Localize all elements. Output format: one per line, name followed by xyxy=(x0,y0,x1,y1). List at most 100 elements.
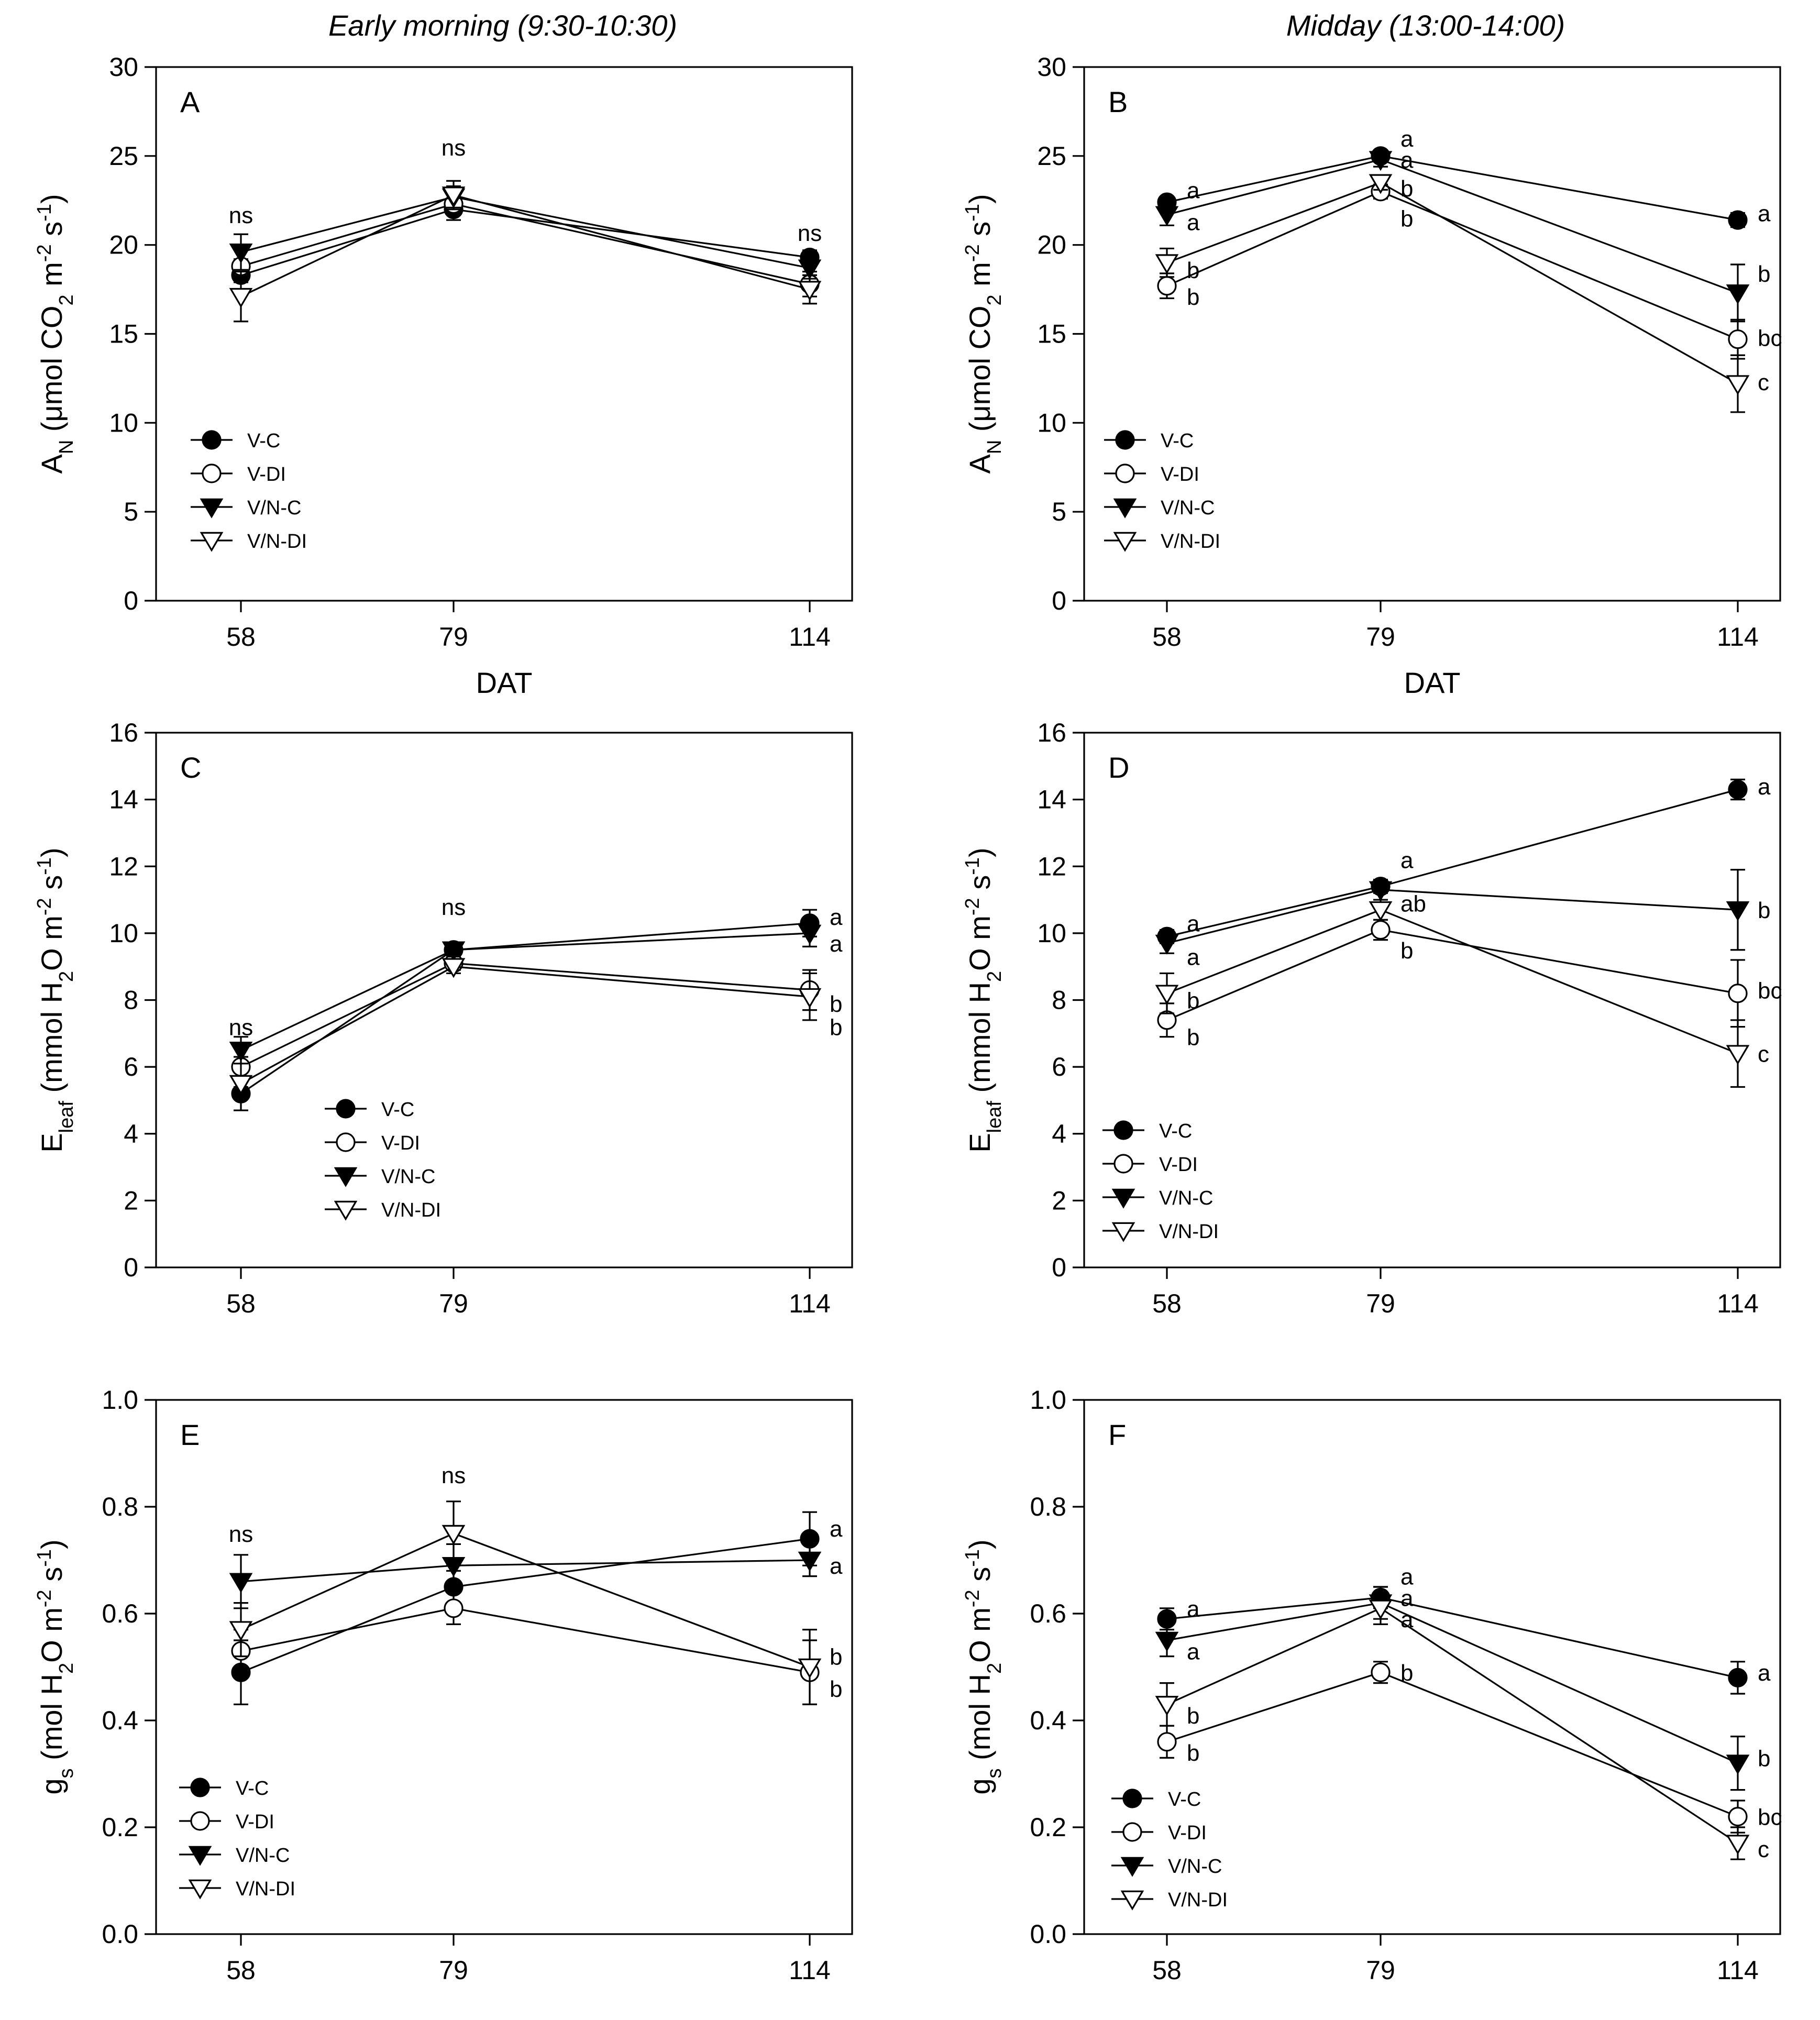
x-tick-label: 114 xyxy=(789,622,831,652)
series-v-n-di xyxy=(1155,174,1750,413)
y-tick-label: 30 xyxy=(109,52,138,82)
x-axis-label: DAT xyxy=(1404,666,1461,699)
series-v-n-di xyxy=(229,1500,822,1705)
series-line xyxy=(1166,1671,1738,1818)
x-tick-label: 79 xyxy=(1366,1956,1395,1985)
significance-label: a xyxy=(1400,1564,1414,1590)
legend-marker xyxy=(202,463,222,483)
data-point xyxy=(229,1075,253,1095)
significance-label: a xyxy=(830,1553,843,1579)
series-v-n-c xyxy=(1155,1586,1750,1791)
y-axis-label: gs (mol H2O m-2 s-1) xyxy=(34,1539,78,1794)
legend-label: V-DI xyxy=(1159,1154,1198,1176)
data-point xyxy=(442,941,466,962)
significance-label: b xyxy=(830,1676,842,1702)
data-point xyxy=(798,1658,822,1679)
legend-label: V-C xyxy=(236,1778,269,1800)
series-v-c xyxy=(231,909,820,1111)
series-v-n-di xyxy=(1155,1591,1750,1860)
legend-label: V/N-DI xyxy=(236,1878,295,1900)
data-point xyxy=(442,958,466,978)
panel-letter: A xyxy=(180,85,200,118)
legend-marker xyxy=(200,532,224,552)
panel-letter: D xyxy=(1108,751,1129,784)
series-v-n-di xyxy=(229,958,822,1111)
legend-marker xyxy=(336,1132,356,1152)
significance-label: b xyxy=(1187,258,1199,283)
significance-label: a xyxy=(1400,1585,1414,1611)
panel-d: 0 2 4 6 8 10 12 14 16 58 79 114 Eleaf (mmol H2O m-2 … xyxy=(962,718,1782,1318)
series-line xyxy=(240,1607,810,1673)
series-line xyxy=(1166,1602,1738,1764)
data-point xyxy=(1728,329,1748,349)
data-point xyxy=(798,259,822,280)
x-tick-label: 58 xyxy=(226,622,256,652)
significance-label: b xyxy=(1758,898,1770,923)
significance-label: a xyxy=(1758,774,1771,800)
data-point xyxy=(1726,375,1750,395)
y-tick-label: 12 xyxy=(109,852,138,881)
x-tick-label: 114 xyxy=(1717,1956,1759,1985)
data-point xyxy=(444,1598,464,1618)
y-tick-label: 30 xyxy=(1037,52,1066,82)
data-point xyxy=(1369,174,1393,194)
legend: V-C V-DI V/N-C V/N-DI xyxy=(1102,1120,1219,1243)
significance-label: c xyxy=(1758,1837,1769,1862)
y-tick-label: 14 xyxy=(109,785,138,814)
column-title-midday: Midday (13:00-14:00) xyxy=(1286,9,1565,42)
legend-label: V/N-DI xyxy=(1168,1889,1228,1911)
y-tick-label: 5 xyxy=(124,497,138,526)
y-tick-label: 8 xyxy=(124,986,138,1015)
significance-label: b xyxy=(830,1644,842,1670)
series-line xyxy=(1166,155,1738,221)
data-point xyxy=(1155,1631,1179,1652)
y-tick-label: 2 xyxy=(1052,1186,1066,1215)
x-tick-label: 79 xyxy=(439,622,468,652)
plot-frame xyxy=(155,1399,853,1935)
legend-marker xyxy=(1111,1222,1135,1242)
legend-label: V-C xyxy=(1161,430,1194,452)
data-point xyxy=(442,186,466,207)
data-point xyxy=(1369,901,1393,921)
series-v-c xyxy=(231,1511,820,1705)
significance-label: ns xyxy=(229,1015,253,1041)
data-point xyxy=(442,1525,466,1545)
series-line xyxy=(240,922,810,1095)
series-v-di xyxy=(231,953,820,1088)
legend-marker xyxy=(200,498,224,518)
legend-label: V/N-C xyxy=(236,1845,290,1867)
legend-marker xyxy=(188,1879,212,1900)
significance-label: a xyxy=(1758,1660,1771,1686)
series-line xyxy=(240,962,810,1068)
x-tick-label: 114 xyxy=(789,1289,831,1318)
series-line xyxy=(1166,158,1738,294)
significance-label: a xyxy=(830,1516,843,1542)
significance-label: b xyxy=(1187,1703,1199,1729)
significance-label: a xyxy=(830,931,843,957)
legend: V-C V-DI V/N-C V/N-DI xyxy=(1104,430,1220,553)
data-point xyxy=(1371,920,1391,940)
data-point xyxy=(798,281,822,301)
legend: V-C V-DI V/N-C V/N-DI xyxy=(179,1778,295,1900)
data-point xyxy=(1157,1732,1177,1752)
y-tick-label: 16 xyxy=(109,718,138,747)
data-point xyxy=(798,988,822,1008)
legend-marker xyxy=(334,1200,358,1221)
data-point xyxy=(798,1551,822,1572)
series-line xyxy=(1166,909,1738,1055)
y-tick-label: 25 xyxy=(1037,141,1066,171)
data-point xyxy=(1155,1696,1179,1716)
series-v-n-c xyxy=(229,1543,822,1609)
x-tick-label: 58 xyxy=(1152,622,1182,652)
y-tick-label: 0.2 xyxy=(102,1813,138,1842)
series-line xyxy=(240,932,810,1051)
data-point xyxy=(229,1573,253,1593)
y-tick-label: 14 xyxy=(1037,785,1066,814)
x-tick-label: 114 xyxy=(789,1956,831,1985)
significance-label: a xyxy=(1187,178,1200,203)
y-tick-label: 0.4 xyxy=(102,1706,138,1735)
significance-label: bc xyxy=(1758,325,1782,351)
x-tick-label: 79 xyxy=(1366,1289,1395,1318)
legend: V-C V-DI V/N-C V/N-DI xyxy=(191,430,307,553)
legend-label: V-DI xyxy=(381,1132,420,1154)
